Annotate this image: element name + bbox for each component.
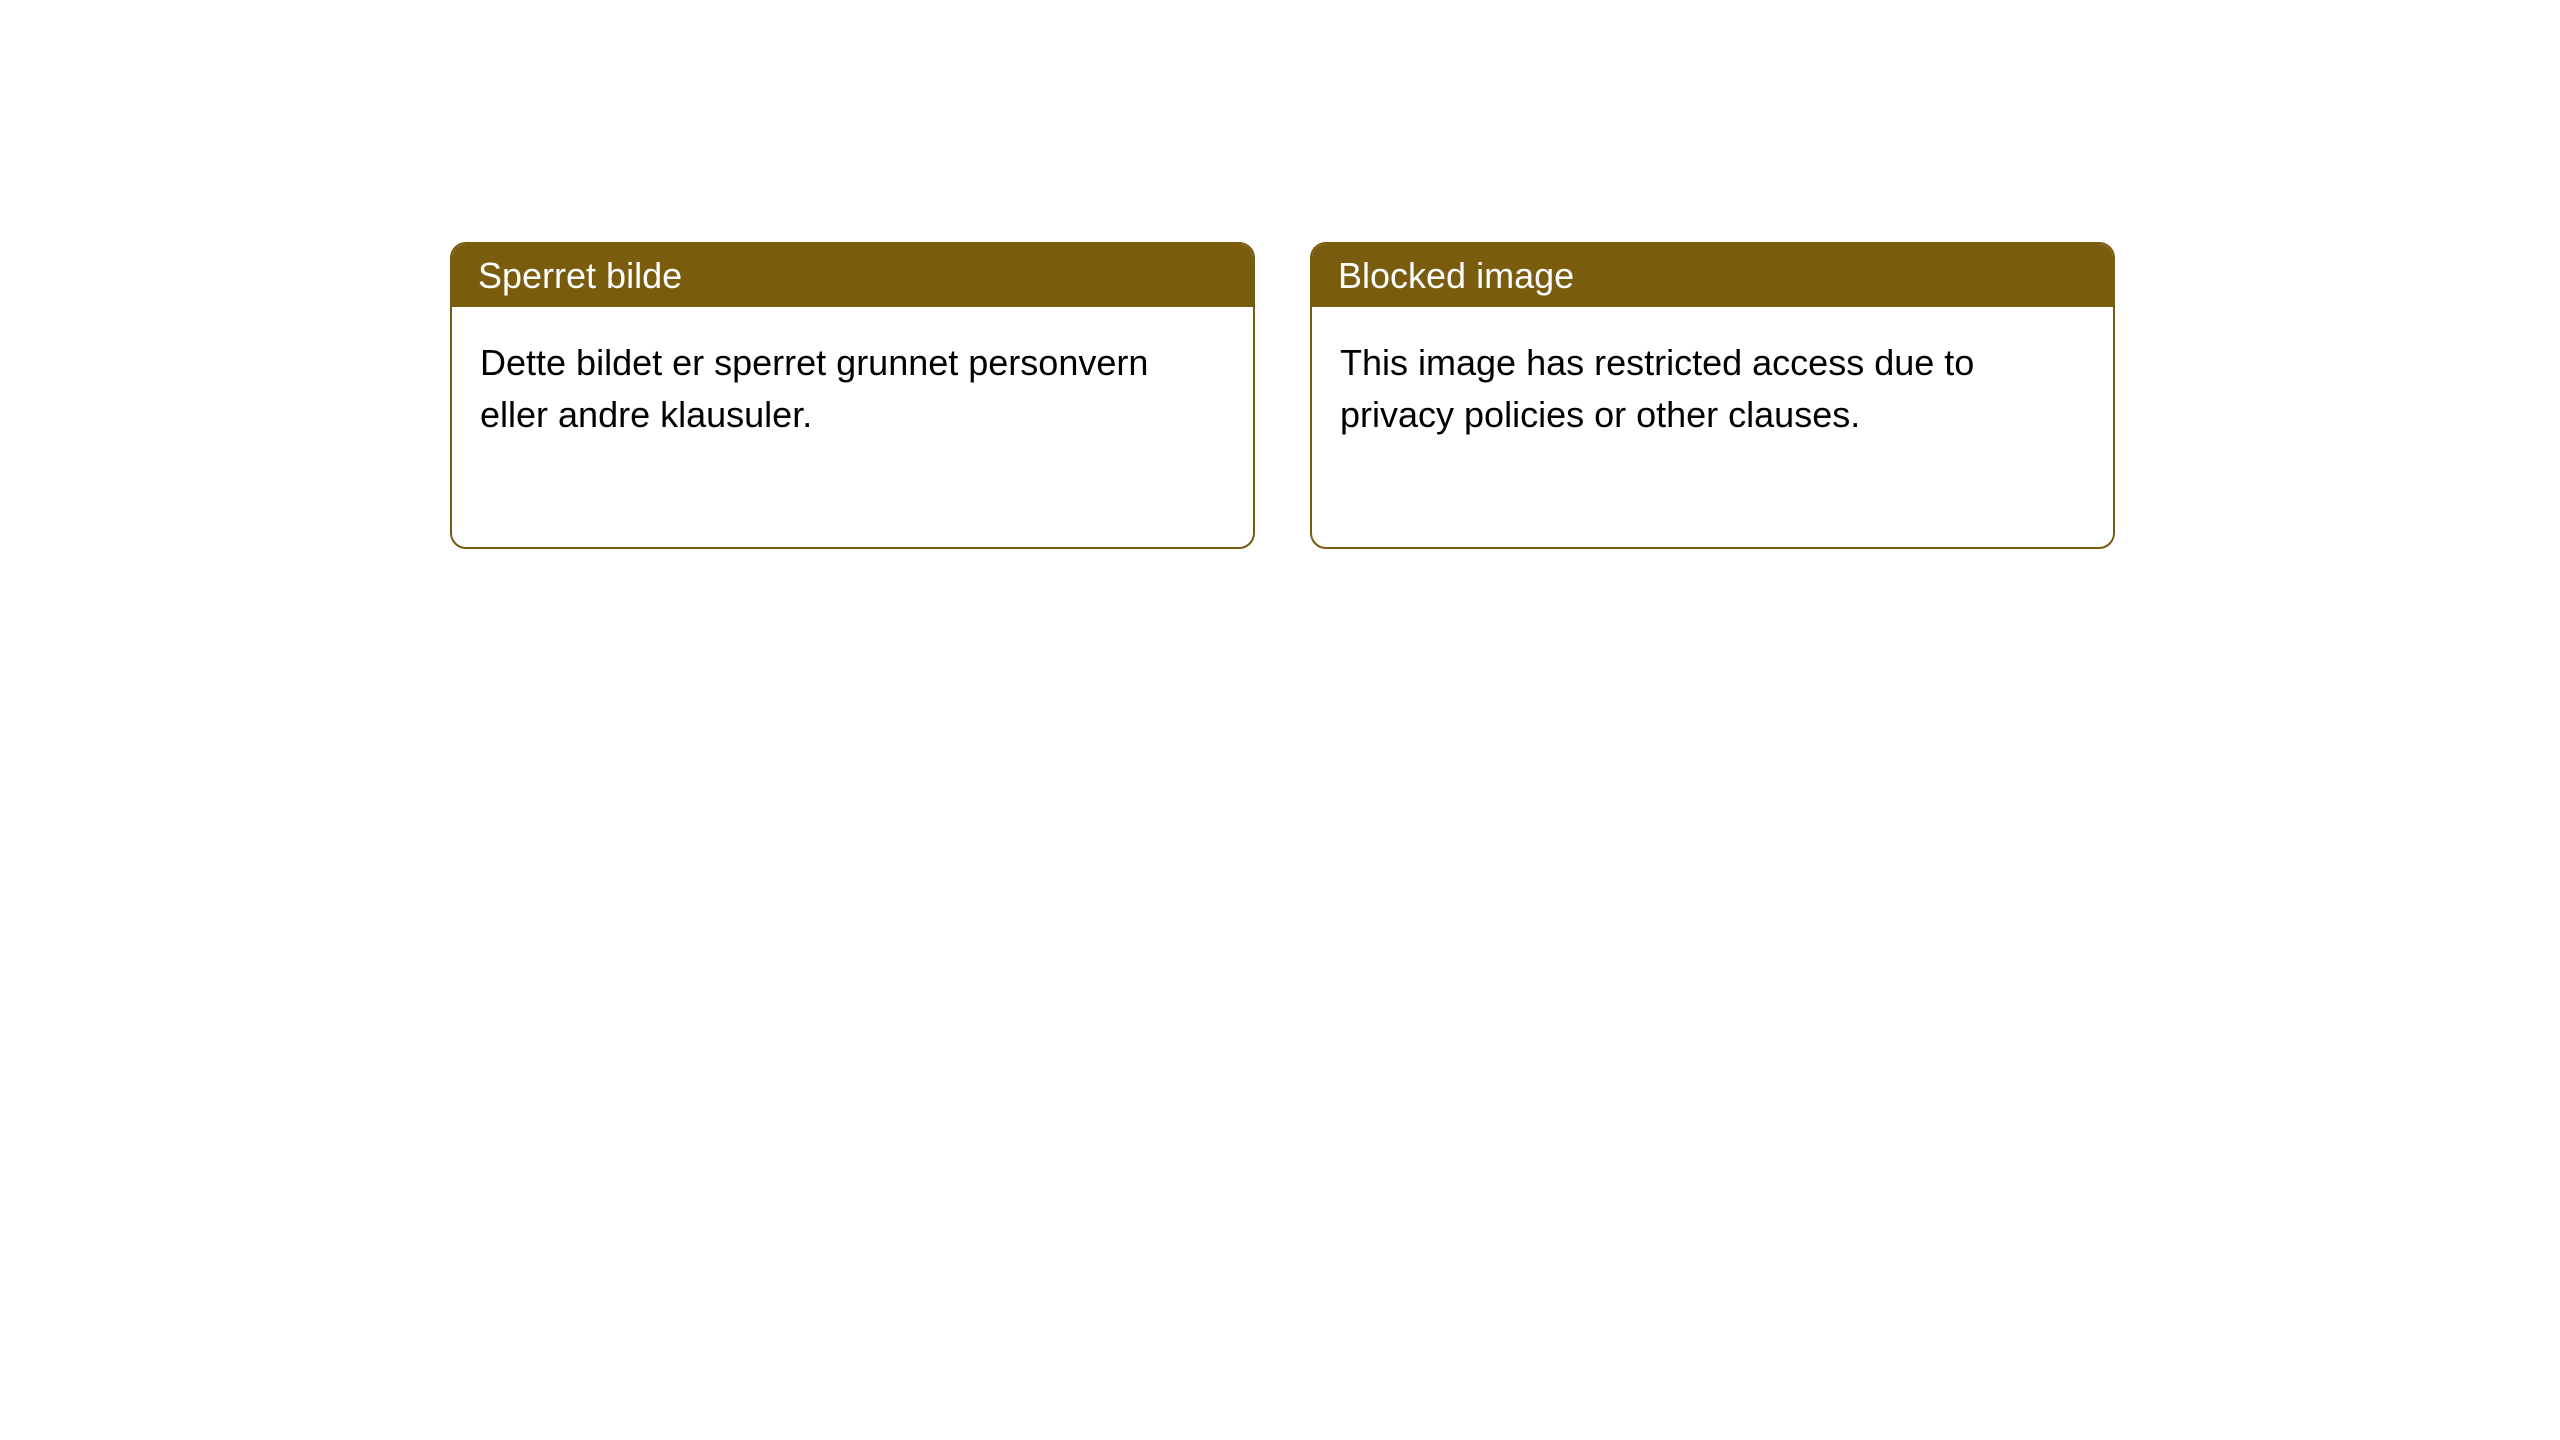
notice-body-norwegian: Dette bildet er sperret grunnet personve… — [452, 307, 1253, 547]
notice-header-english: Blocked image — [1312, 244, 2113, 307]
notice-body-english: This image has restricted access due to … — [1312, 307, 2113, 547]
notice-card-english: Blocked image This image has restricted … — [1310, 242, 2115, 549]
notice-card-norwegian: Sperret bilde Dette bildet er sperret gr… — [450, 242, 1255, 549]
notice-container: Sperret bilde Dette bildet er sperret gr… — [0, 0, 2560, 549]
notice-header-norwegian: Sperret bilde — [452, 244, 1253, 307]
